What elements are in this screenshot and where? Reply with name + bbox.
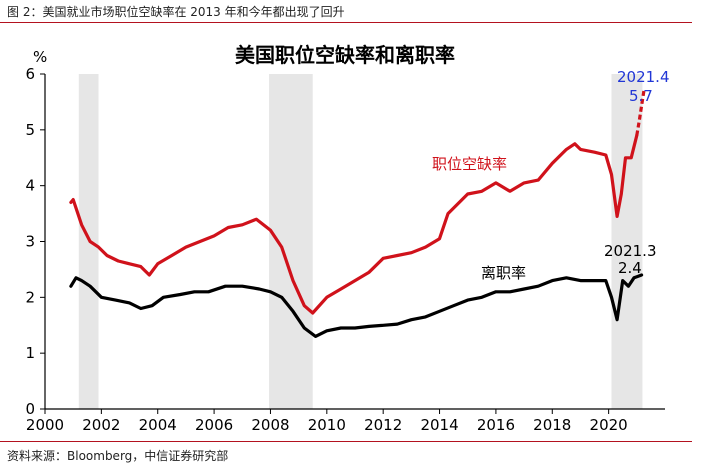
- x-tick-label: 2012: [364, 416, 402, 434]
- x-tick-label: 2020: [590, 416, 628, 434]
- quits-line: [69, 273, 644, 338]
- x-tick-label: 2000: [26, 416, 64, 434]
- axis-ticks: 0 1 2 3 4 5 6 2000 2002 2004 2006 2008 2010 2012 2014 2…: [25, 65, 627, 434]
- y-tick-label: 5: [25, 121, 35, 139]
- y-unit-label: %: [33, 48, 47, 66]
- source-note: 资料来源：Bloomberg，中信证券研究部: [7, 449, 229, 463]
- quits-series-label: 离职率: [481, 264, 526, 282]
- y-tick-label: 6: [25, 65, 35, 83]
- x-tick-label: 2002: [82, 416, 120, 434]
- x-tick-label: 2016: [477, 416, 515, 434]
- quits-last-date: 2021.3: [604, 242, 657, 260]
- job_openings-line: [69, 133, 639, 315]
- bottom-rule: [0, 441, 692, 442]
- chart-title: 美国职位空缺率和离职率: [235, 43, 455, 67]
- job-openings-last-date: 2021.4: [617, 68, 670, 86]
- x-tick-label: 2018: [533, 416, 571, 434]
- job-openings-last-value: 5.7: [629, 87, 653, 105]
- x-tick-label: 2006: [195, 416, 233, 434]
- y-tick-label: 1: [25, 344, 35, 362]
- x-tick-label: 2008: [251, 416, 289, 434]
- series-lines: [69, 90, 646, 338]
- x-tick-label: 2010: [308, 416, 346, 434]
- y-tick-label: 3: [25, 233, 35, 251]
- y-tick-label: 0: [25, 400, 35, 418]
- job_openings-projection-line: [635, 90, 646, 136]
- quits-last-value: 2.4: [618, 259, 642, 277]
- recession-band-2: [611, 74, 643, 409]
- y-tick-label: 2: [25, 288, 35, 306]
- x-tick-label: 2004: [139, 416, 177, 434]
- x-tick-label: 2014: [420, 416, 458, 434]
- chart-axes: [44, 74, 665, 410]
- recession-band-1: [269, 74, 313, 409]
- job-openings-series-label: 职位空缺率: [432, 155, 507, 173]
- y-tick-label: 4: [25, 177, 35, 195]
- figure-caption: 图 2：美国就业市场职位空缺率在 2013 年和今年都出现了回升: [7, 5, 345, 19]
- recession-shading: [78, 74, 643, 409]
- top-rule: [0, 22, 692, 23]
